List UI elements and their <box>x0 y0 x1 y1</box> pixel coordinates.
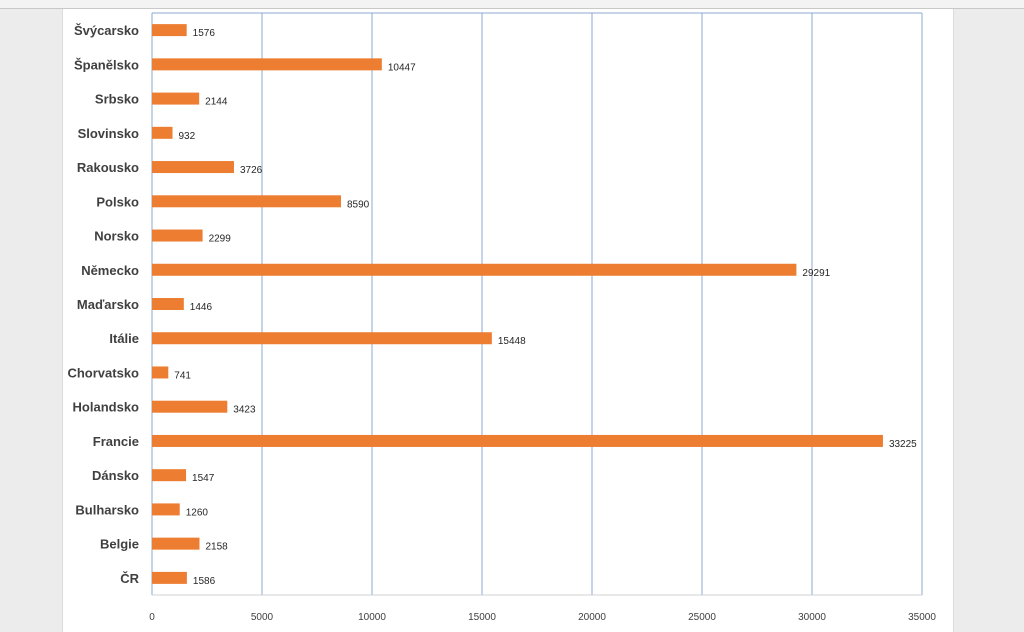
category-label-6: Norsko <box>94 229 139 244</box>
data-label-4: 3726 <box>240 165 263 176</box>
bar-13 <box>152 469 187 482</box>
data-label-15: 2158 <box>205 542 228 553</box>
data-label-5: 8590 <box>347 199 370 210</box>
category-label-10: Chorvatsko <box>67 365 139 380</box>
bar-14 <box>152 503 180 516</box>
x-tick-label-20000: 20000 <box>578 612 606 623</box>
data-label-14: 1260 <box>186 507 209 518</box>
data-label-12: 33225 <box>889 439 917 450</box>
x-tick-label-10000: 10000 <box>358 612 386 623</box>
category-label-13: Dánsko <box>92 468 139 483</box>
bar-8 <box>152 298 184 310</box>
document-page: Švýcarsko Španělsko Srbsko Slovinsko Rakousk… <box>62 9 954 632</box>
bar-0 <box>152 24 187 37</box>
data-label-10: 741 <box>174 370 191 381</box>
bar-10 <box>152 366 169 379</box>
category-label-5: Polsko <box>96 194 139 209</box>
category-label-14: Bulharsko <box>75 502 139 517</box>
x-tick-label-15000: 15000 <box>468 612 496 623</box>
bar-15 <box>152 537 200 550</box>
data-label-7: 29291 <box>802 268 830 279</box>
bar-12 <box>152 434 883 447</box>
bar-5 <box>152 195 341 208</box>
bars <box>152 24 883 584</box>
data-labels: 1576 10447 2144 932 3726 8590 2299 29291 1446 154… <box>174 28 917 587</box>
x-axis-tick-labels: 0 5000 10000 15000 20000 25000 30000 35000 <box>149 612 936 623</box>
x-tick-label-35000: 35000 <box>908 612 936 623</box>
data-label-13: 1547 <box>192 473 215 484</box>
data-label-0: 1576 <box>193 28 216 39</box>
bar-1 <box>152 58 382 71</box>
bar-7 <box>152 263 797 276</box>
bar-9 <box>152 332 492 345</box>
bar-11 <box>152 400 228 413</box>
category-label-11: Holandsko <box>73 400 140 415</box>
bar-2 <box>152 92 200 105</box>
category-labels: Švýcarsko Španělsko Srbsko Slovinsko Rakousk… <box>67 23 139 586</box>
data-label-8: 1446 <box>190 302 213 313</box>
data-label-16: 1586 <box>193 576 216 587</box>
category-label-7: Německo <box>81 263 139 278</box>
bar-chart: Švýcarsko Španělsko Srbsko Slovinsko Rakousk… <box>67 12 936 623</box>
x-tick-label-0: 0 <box>149 612 155 623</box>
x-tick-label-25000: 25000 <box>688 612 716 623</box>
data-label-11: 3423 <box>233 405 256 416</box>
bar-16 <box>152 571 187 584</box>
category-label-4: Rakousko <box>77 160 139 175</box>
category-label-8: Maďarsko <box>77 297 139 312</box>
data-label-6: 2299 <box>209 234 232 245</box>
x-tick-label-30000: 30000 <box>798 612 826 623</box>
data-label-1: 10447 <box>388 62 416 73</box>
bar-3 <box>152 126 173 139</box>
x-tick-label-5000: 5000 <box>251 612 274 623</box>
category-label-12: Francie <box>93 434 139 449</box>
category-label-0: Švýcarsko <box>74 23 139 38</box>
category-label-2: Srbsko <box>95 92 139 107</box>
data-label-2: 2144 <box>205 97 228 108</box>
gridlines <box>151 12 923 596</box>
category-label-9: Itálie <box>109 331 139 346</box>
bar-6 <box>152 229 203 242</box>
data-label-3: 932 <box>179 131 196 142</box>
category-label-15: Belgie <box>100 537 139 552</box>
category-label-1: Španělsko <box>74 57 139 72</box>
data-label-9: 15448 <box>498 336 526 347</box>
category-label-3: Slovinsko <box>78 126 139 141</box>
category-label-16: ČR <box>120 571 139 586</box>
bar-4 <box>152 161 234 174</box>
window-top-strip <box>0 0 1024 9</box>
